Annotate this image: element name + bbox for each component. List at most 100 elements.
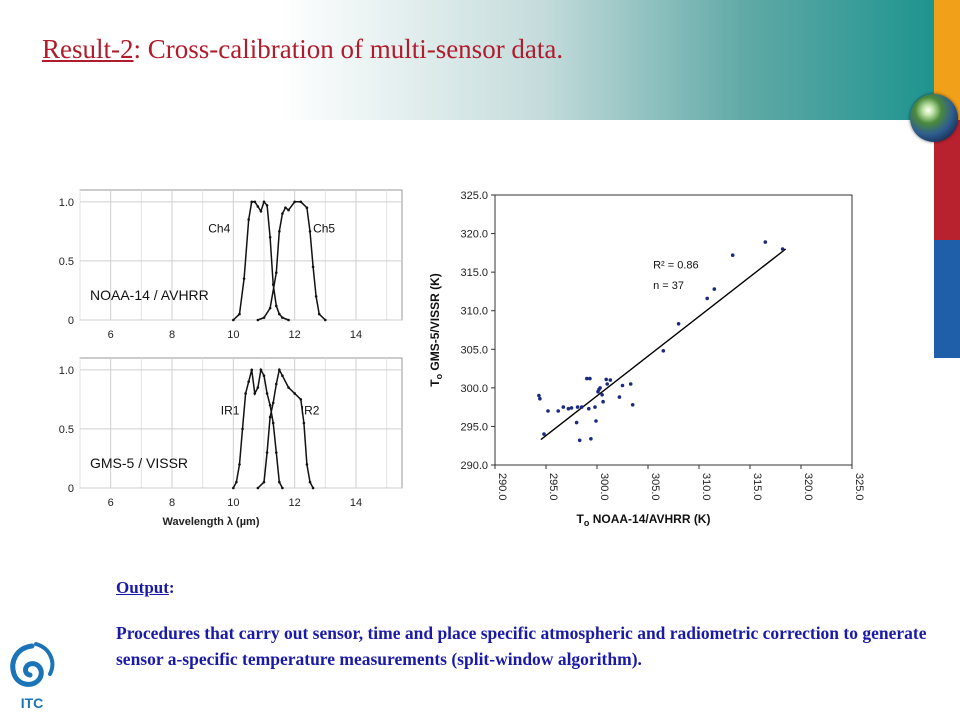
series-label-ch5: Ch5 [313,222,335,236]
x-tick-label: 10 [227,329,239,341]
x-axis-label: Wavelength λ (µm) [163,516,260,528]
panel-noaa: 6 8 10 12 14 0 0.5 1.0 Ch4 Ch5 NOAA-14 / AVHRR [59,189,403,341]
x-tick-label: 14 [350,329,362,341]
series-point [238,463,241,466]
y-tick-label: 320.0 [460,229,488,241]
x-tick-label: 10 [227,497,239,509]
series-point [256,205,260,208]
y-tick-label: 295.0 [460,421,488,433]
series-point [311,265,315,269]
series-point [256,318,260,322]
series-point [278,312,281,316]
data-point [676,322,681,326]
series-point [278,230,281,233]
series-point [256,486,260,490]
series-point [281,374,284,378]
y-tick-label: 0 [68,483,74,495]
data-point [585,376,589,381]
data-point [566,406,571,411]
data-point [604,377,608,382]
series-point [262,374,266,378]
r-squared-label: R² = 0.86 [653,259,699,271]
series-point [265,392,269,395]
x-tick-label: 310.0 [700,473,712,501]
series-label-ir2: IR2 [301,404,320,418]
series-point [259,368,263,372]
y-tick-label: 310.0 [460,306,488,318]
series-point [271,421,275,425]
series-point [324,318,327,322]
x-tick-label: 300.0 [598,473,610,501]
y-tick-label: 300.0 [460,383,488,395]
data-point [605,382,609,386]
x-tick-label: 315.0 [751,473,763,501]
series-point [305,463,309,466]
series-point [232,318,235,322]
x-tick-label: 6 [108,497,114,509]
y-tick-label: 1.0 [59,365,74,377]
output-heading-colon: : [168,578,175,597]
series-point [253,392,257,395]
data-point [661,349,666,353]
y-tick-label: 315.0 [460,267,488,279]
data-point [556,409,560,413]
series-point [278,480,281,484]
series-point [262,480,266,484]
data-point [575,405,580,409]
data-point [730,253,735,257]
series-point [293,200,296,204]
series-point [287,386,290,389]
series-point [287,318,290,322]
y-tick-label: 0 [68,315,74,327]
data-point [712,287,717,291]
series-label-ir1: IR1 [221,404,240,418]
x-tick-label: 14 [350,497,362,509]
n-label: n = 37 [653,280,684,292]
x-axis-label: To NOAA-14/AVHRR (K) [577,512,711,528]
slide-title-underlined: Result-2 [42,34,134,64]
x-tick-label: 8 [169,329,175,341]
series-point [293,392,296,395]
data-point [588,376,592,381]
data-point [598,386,602,390]
series-point [268,403,272,407]
y-tick-label: 290.0 [460,460,488,472]
x-tick-label: 325.0 [853,473,865,501]
data-point [630,403,635,407]
x-tick-label: 12 [289,329,301,341]
itc-logo: ITC [10,642,55,711]
data-point [601,399,605,404]
data-point [600,393,604,397]
data-point [705,296,709,301]
series-point [244,392,247,395]
series-point [265,451,269,454]
y-axis-label: To GMS-5/VISSR (K) [428,273,444,387]
data-point [577,438,582,443]
series-point [242,277,246,280]
series-point [281,212,284,215]
series-point [241,427,244,431]
series-point [250,368,254,372]
series-point [262,200,266,204]
series-point [274,382,278,386]
series-point [302,421,306,425]
data-point [620,383,625,388]
series-point [284,206,287,210]
data-point [780,247,785,251]
series-point [281,486,284,490]
plot-area [494,194,853,466]
data-point [546,409,550,413]
logo-text: ITC [21,695,44,711]
data-point [538,396,542,401]
globe-icon [910,94,958,142]
y-tick-label: 0.5 [59,424,74,436]
output-heading: Output: [116,578,175,598]
scatter-plot: 290.0 295.0 300.0 305.0 310.0 315.0 320.0 325.0… [428,190,865,528]
series-point [259,209,263,213]
series-point [274,271,278,275]
series-point [311,486,315,490]
data-point [594,419,598,423]
x-tick-label: 12 [289,497,301,509]
series-point [299,398,303,401]
panel-label: NOAA-14 / AVHRR [90,287,209,303]
